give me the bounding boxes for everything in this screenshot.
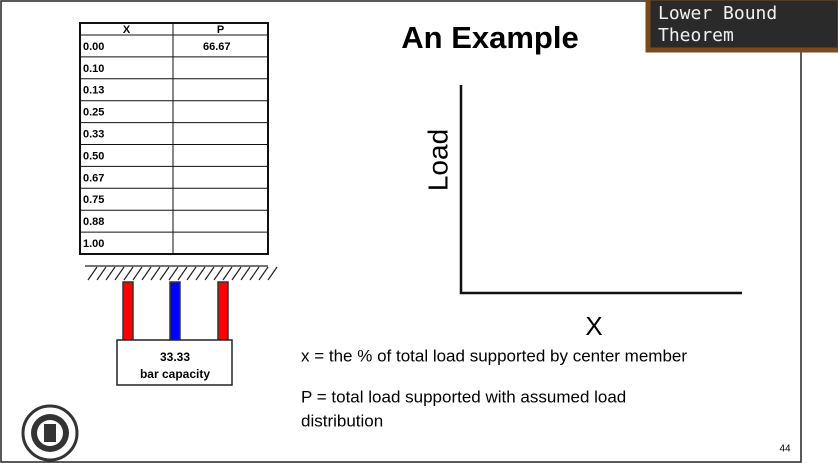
hatch-line bbox=[204, 266, 215, 281]
hatch-line bbox=[258, 266, 269, 281]
data-table: X P 0.00 66.67 0.10 0.13 0.25 0.33 0.50 0.67 0.75 0… bbox=[79, 22, 269, 255]
left-bar bbox=[122, 281, 134, 341]
table-cell: 0.13 bbox=[83, 85, 104, 97]
hatch-line bbox=[123, 266, 134, 281]
hatch-line bbox=[267, 266, 278, 281]
table-cell: 0.75 bbox=[83, 194, 104, 206]
hatch-line bbox=[168, 266, 179, 281]
badge-line: Lower Bound bbox=[658, 3, 777, 24]
center-bar bbox=[169, 281, 181, 341]
slide-title: An Example bbox=[401, 20, 578, 55]
hatch-line bbox=[150, 266, 161, 281]
capacity-label: bar capacity bbox=[140, 367, 210, 381]
badge bbox=[645, 0, 838, 53]
table-cell: 0.25 bbox=[83, 107, 104, 119]
hatch-line bbox=[141, 266, 152, 281]
table-header: P bbox=[217, 24, 224, 36]
table-cell: 0.50 bbox=[83, 150, 104, 162]
hatch-line bbox=[222, 266, 233, 281]
hatch-line bbox=[195, 266, 206, 281]
badge-line: Theorem bbox=[658, 25, 734, 46]
table-cell: 0.10 bbox=[83, 63, 104, 75]
hatch-line bbox=[159, 266, 170, 281]
hatch-line bbox=[186, 266, 197, 281]
table-cell: 66.67 bbox=[203, 41, 231, 53]
definition: x = the % of total load supported by cen… bbox=[301, 346, 687, 365]
table-border bbox=[79, 22, 269, 255]
logo bbox=[21, 404, 79, 462]
capacity-value: 33.33 bbox=[160, 350, 190, 364]
definition: P = total load supported with assumed lo… bbox=[301, 387, 626, 406]
page-number: 44 bbox=[779, 444, 791, 455]
hatch-line bbox=[96, 266, 107, 281]
hatch-line bbox=[240, 266, 251, 281]
hatch-line bbox=[105, 266, 116, 281]
definition: distribution bbox=[301, 411, 383, 430]
x-axis-label: X bbox=[585, 311, 602, 341]
table-header: X bbox=[123, 24, 131, 36]
table-cell: 0.67 bbox=[83, 172, 104, 184]
y-axis-label: Load bbox=[422, 129, 453, 191]
table-cell: 0.88 bbox=[83, 216, 104, 228]
hatch-line bbox=[132, 266, 143, 281]
hatch-line bbox=[213, 266, 224, 281]
hatch-line bbox=[177, 266, 188, 281]
right-bar bbox=[217, 281, 229, 341]
hatch-line bbox=[114, 266, 125, 281]
hatch-line bbox=[87, 266, 98, 281]
table-cell: 0.33 bbox=[83, 128, 104, 140]
capacity-box bbox=[116, 339, 233, 386]
support-hatch bbox=[85, 265, 278, 281]
table-cell: 1.00 bbox=[83, 238, 104, 250]
table-cell: 0.00 bbox=[83, 41, 104, 53]
hatch-line bbox=[231, 266, 242, 281]
hatch-line bbox=[249, 266, 260, 281]
